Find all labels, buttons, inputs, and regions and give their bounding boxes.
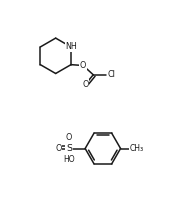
Text: O: O bbox=[80, 61, 86, 70]
Text: Cl: Cl bbox=[108, 70, 116, 79]
Text: HO: HO bbox=[63, 155, 75, 164]
Text: S: S bbox=[66, 144, 72, 153]
Text: O: O bbox=[66, 133, 72, 142]
Text: NH: NH bbox=[65, 42, 77, 52]
Text: CH₃: CH₃ bbox=[130, 144, 144, 153]
Text: O: O bbox=[55, 144, 61, 153]
Text: O: O bbox=[82, 80, 89, 89]
